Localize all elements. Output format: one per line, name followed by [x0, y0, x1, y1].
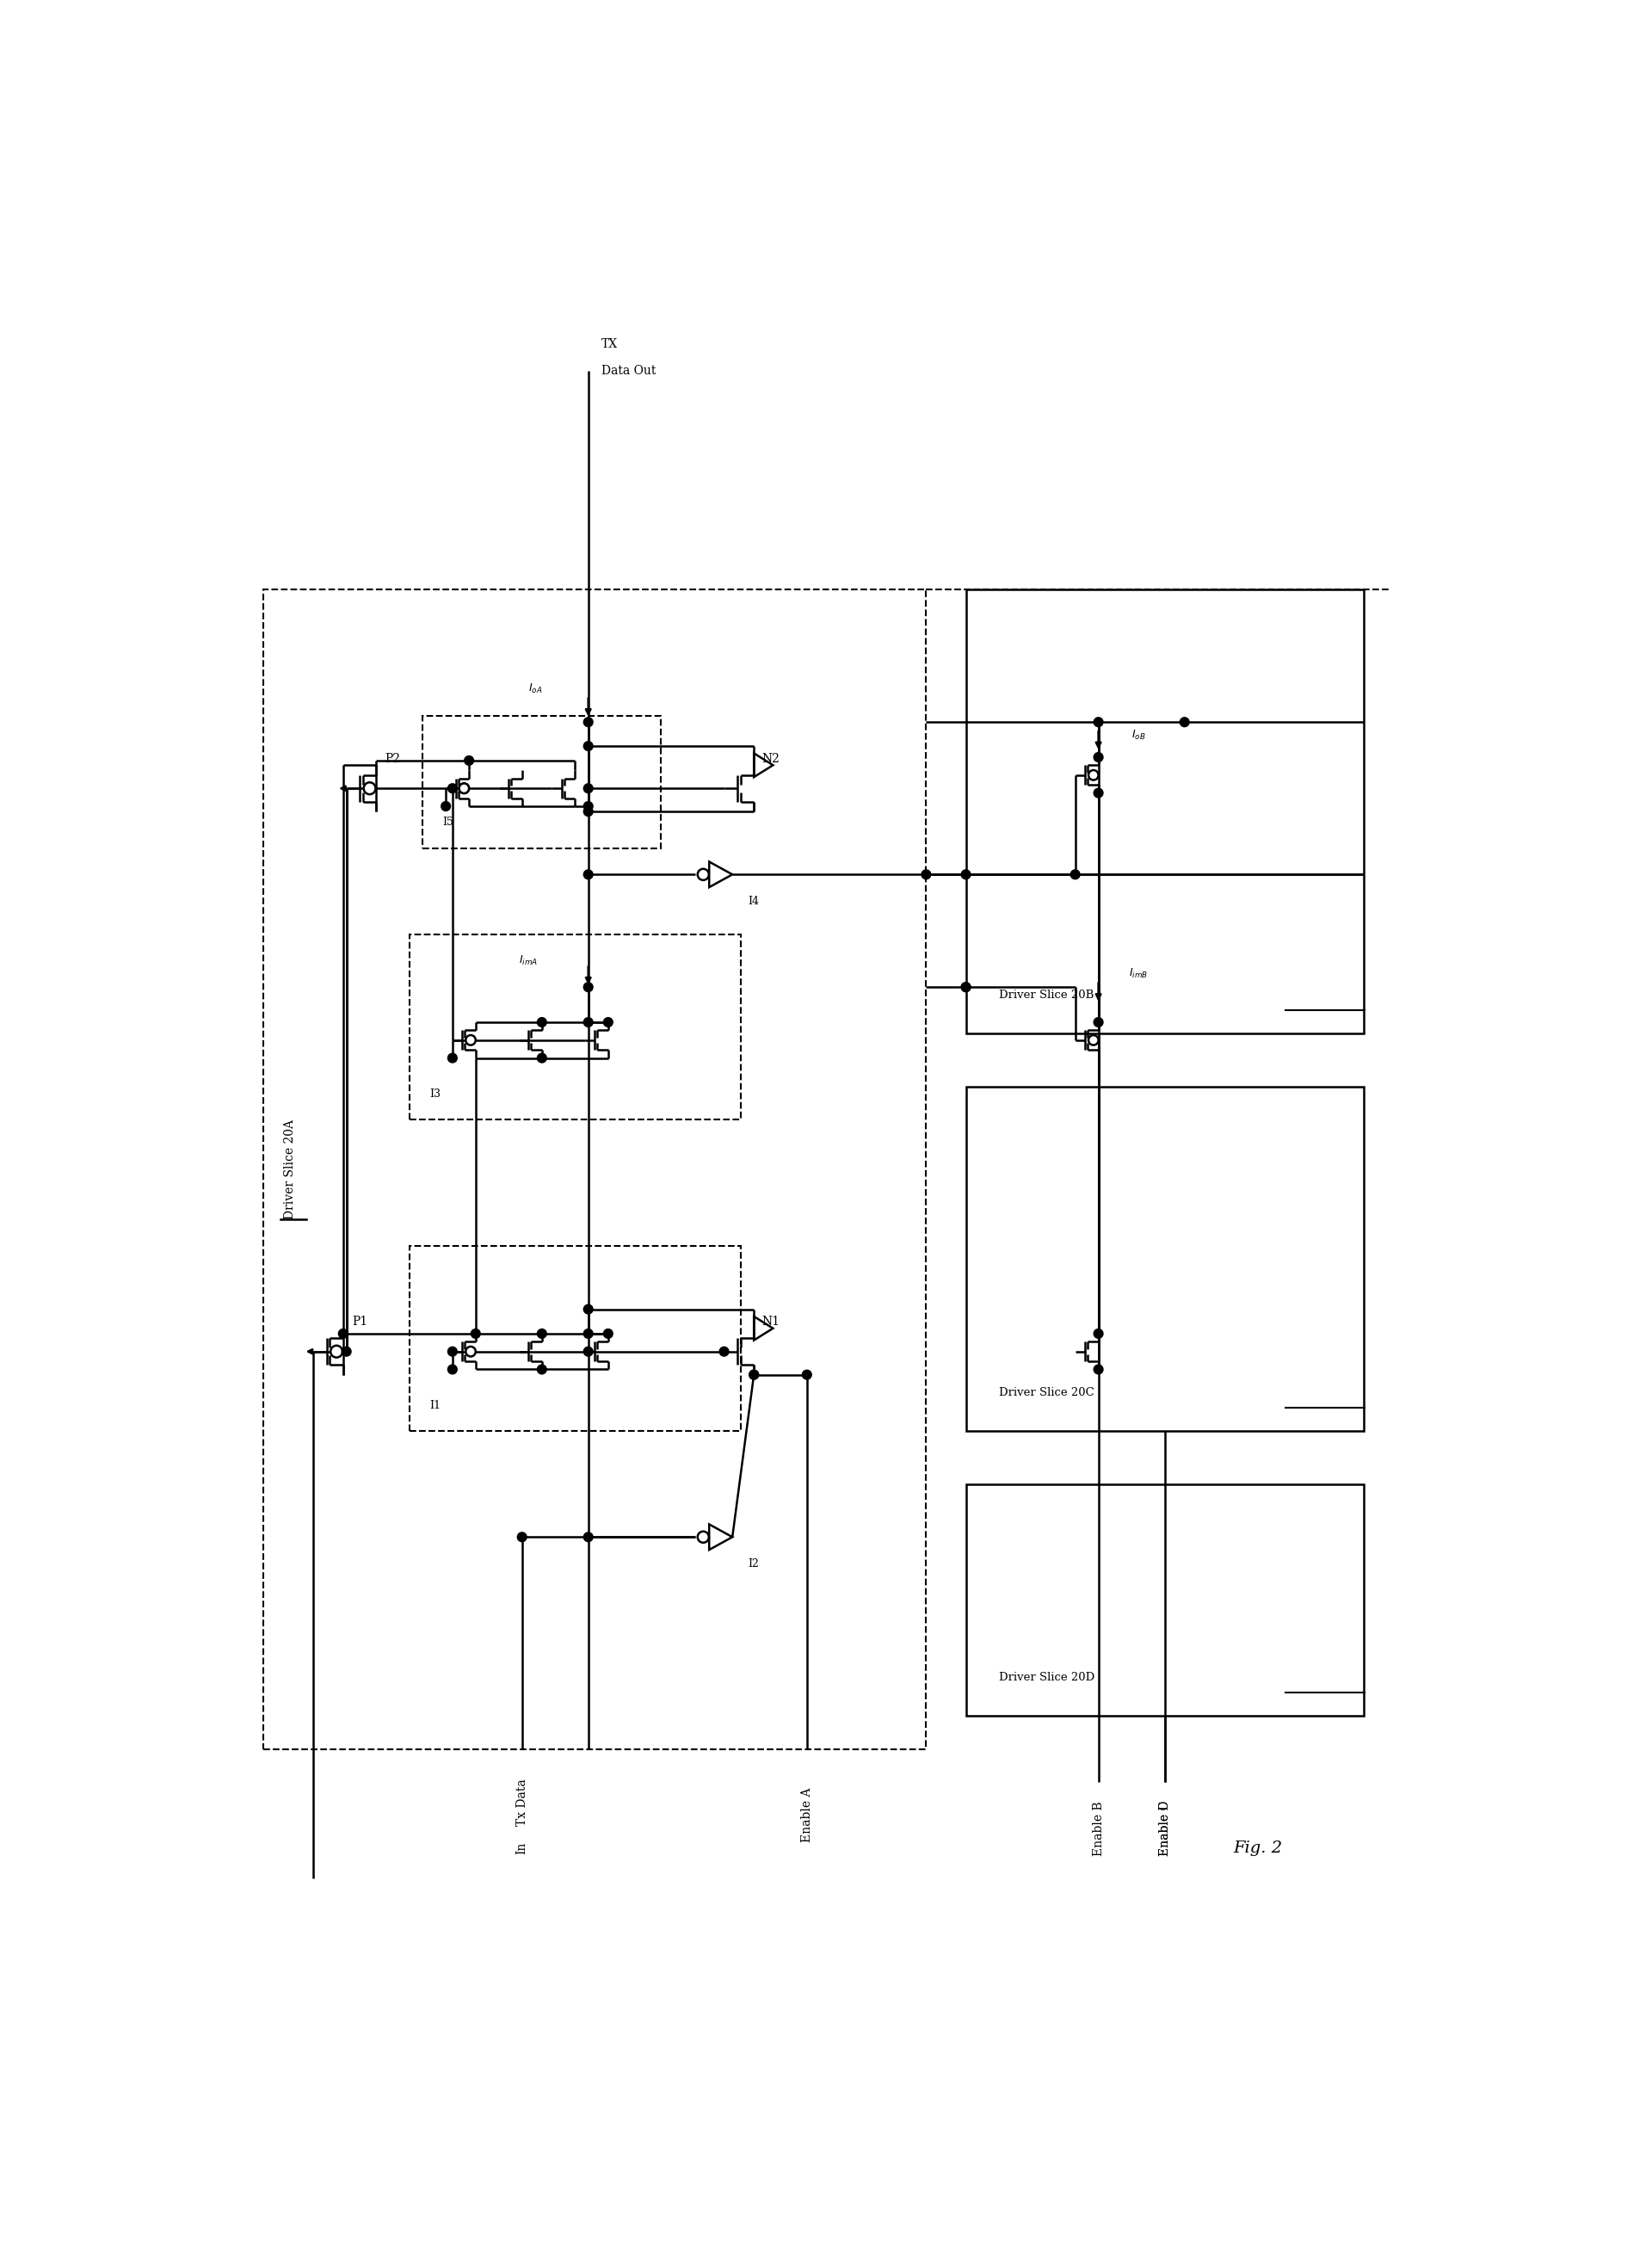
Circle shape: [466, 1034, 476, 1046]
Circle shape: [464, 756, 474, 765]
Text: Driver Slice 20C: Driver Slice 20C: [999, 1387, 1094, 1399]
Text: TX: TX: [601, 339, 618, 351]
Text: I5: I5: [443, 817, 454, 828]
Circle shape: [330, 1346, 342, 1358]
Text: I4: I4: [748, 896, 760, 907]
Circle shape: [1094, 717, 1104, 726]
Bar: [423, 715, 661, 849]
Bar: [966, 591, 1363, 1034]
Circle shape: [1180, 717, 1189, 726]
Circle shape: [537, 1328, 547, 1337]
Circle shape: [1094, 1328, 1104, 1337]
Text: $I_{imA}$: $I_{imA}$: [519, 955, 539, 966]
Text: Enable D: Enable D: [1158, 1801, 1171, 1856]
Circle shape: [448, 1052, 458, 1064]
Circle shape: [537, 1365, 547, 1374]
Circle shape: [471, 1328, 481, 1337]
Circle shape: [537, 1052, 547, 1064]
Circle shape: [583, 1346, 593, 1356]
Text: Fig. 2: Fig. 2: [1232, 1840, 1282, 1856]
Circle shape: [1094, 788, 1104, 797]
Circle shape: [1089, 769, 1099, 781]
Circle shape: [697, 869, 709, 880]
Circle shape: [922, 869, 930, 878]
Text: I1: I1: [430, 1401, 441, 1412]
Text: Tx Data: Tx Data: [515, 1779, 529, 1826]
Circle shape: [459, 783, 469, 794]
Circle shape: [750, 1369, 758, 1380]
Text: $I_{oB}$: $I_{oB}$: [1132, 729, 1145, 742]
Circle shape: [448, 1365, 458, 1374]
Circle shape: [441, 801, 451, 810]
Circle shape: [719, 1346, 729, 1356]
Circle shape: [583, 808, 593, 817]
Text: N1: N1: [762, 1315, 780, 1328]
Circle shape: [537, 1018, 547, 1027]
Text: P2: P2: [385, 754, 400, 765]
Bar: [410, 935, 740, 1120]
Circle shape: [803, 1369, 811, 1380]
Bar: [966, 1485, 1363, 1715]
Text: Enable B: Enable B: [1092, 1801, 1105, 1856]
Circle shape: [583, 982, 593, 991]
Circle shape: [363, 783, 375, 794]
Text: In: In: [515, 1842, 529, 1856]
Circle shape: [448, 1346, 458, 1356]
Circle shape: [583, 1532, 593, 1541]
Circle shape: [961, 982, 970, 991]
Text: $I_{imB}$: $I_{imB}$: [1128, 966, 1148, 980]
Circle shape: [583, 1328, 593, 1337]
Circle shape: [961, 869, 970, 878]
Text: Driver Slice 20B: Driver Slice 20B: [999, 989, 1094, 1000]
Circle shape: [583, 1018, 593, 1027]
Circle shape: [342, 1346, 352, 1356]
Bar: [410, 1245, 740, 1430]
Circle shape: [583, 742, 593, 751]
Circle shape: [583, 783, 593, 792]
Circle shape: [466, 1346, 476, 1356]
Text: N2: N2: [762, 754, 780, 765]
Circle shape: [1070, 869, 1080, 878]
Circle shape: [1089, 1034, 1099, 1046]
Circle shape: [459, 783, 469, 794]
Circle shape: [750, 1369, 758, 1380]
Circle shape: [961, 982, 970, 991]
Circle shape: [583, 717, 593, 726]
Circle shape: [603, 1328, 613, 1337]
Circle shape: [1094, 754, 1104, 763]
Text: I3: I3: [430, 1089, 441, 1100]
Circle shape: [517, 1532, 527, 1541]
Circle shape: [583, 869, 593, 878]
Text: Driver Slice 20A: Driver Slice 20A: [284, 1120, 296, 1220]
Circle shape: [339, 1328, 349, 1337]
Text: P1: P1: [352, 1315, 367, 1328]
Bar: [264, 591, 927, 1749]
Text: Enable A: Enable A: [801, 1788, 813, 1842]
Circle shape: [603, 1018, 613, 1027]
Bar: [966, 1086, 1363, 1430]
Circle shape: [697, 1532, 709, 1543]
Circle shape: [448, 783, 458, 792]
Circle shape: [1094, 1365, 1104, 1374]
Text: Data Out: Data Out: [601, 364, 656, 378]
Circle shape: [583, 1303, 593, 1315]
Circle shape: [583, 801, 593, 810]
Circle shape: [1094, 1018, 1104, 1027]
Text: Enable C: Enable C: [1158, 1801, 1171, 1856]
Text: $I_{oA}$: $I_{oA}$: [529, 683, 542, 695]
Text: I2: I2: [748, 1557, 760, 1568]
Text: Driver Slice 20D: Driver Slice 20D: [999, 1672, 1095, 1684]
